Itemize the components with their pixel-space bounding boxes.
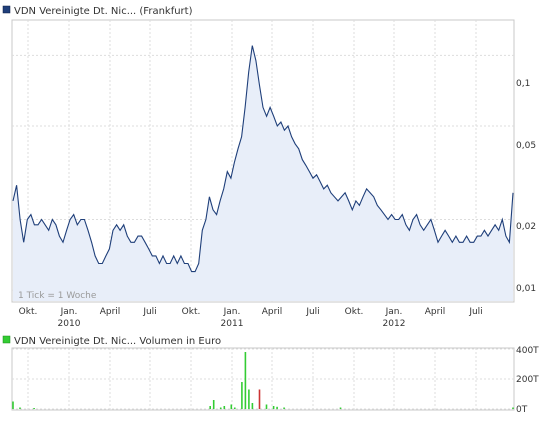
price-legend-swatch: [2, 5, 11, 14]
volume-bar: [258, 389, 261, 409]
x-tick-year: 2010: [58, 319, 81, 329]
x-tick-month: Jan.: [223, 307, 241, 317]
price-y-tick: 0,02: [516, 222, 536, 232]
x-tick-month: Jan.: [60, 307, 78, 317]
volume-bar: [33, 408, 35, 409]
volume-bar: [19, 407, 21, 409]
x-tick-month: Okt.: [182, 307, 201, 317]
volume-bar: [248, 389, 250, 409]
x-tick-month: April: [425, 307, 446, 317]
volume-bar: [209, 406, 211, 409]
tick-note: 1 Tick = 1 Woche: [18, 291, 97, 301]
volume-bar: [251, 403, 254, 409]
volume-legend-swatch: [2, 335, 11, 344]
volume-bar: [276, 406, 278, 410]
x-tick-month: Juli: [305, 307, 319, 317]
price-legend-label: VDN Vereinigte Dt. Nic... (Frankfurt): [14, 6, 193, 17]
volume-bar: [223, 406, 226, 409]
volume-bar: [212, 400, 215, 409]
volume-bar: [512, 407, 514, 409]
price-y-tick: 0,01: [516, 284, 536, 294]
volume-bar: [244, 352, 247, 409]
volume-bar: [12, 401, 14, 409]
x-tick-month: Juli: [142, 307, 156, 317]
price-y-tick: 0,05: [516, 141, 536, 151]
volume-legend-label: VDN Vereinigte Dt. Nic... Volumen in Eur…: [14, 336, 221, 347]
volume-y-tick: 200T: [516, 375, 539, 385]
volume-bar: [230, 404, 233, 409]
x-tick-month: Jan.: [385, 307, 403, 317]
volume-bar: [265, 404, 268, 409]
volume-y-tick: 0T: [516, 405, 528, 415]
x-tick-month: April: [100, 307, 121, 317]
volume-bar: [234, 407, 236, 409]
volume-bar: [219, 407, 222, 409]
x-tick-month: April: [262, 307, 283, 317]
price-series-line: [12, 45, 514, 273]
x-tick-month: Okt.: [345, 307, 364, 317]
x-tick-year: 2012: [383, 319, 406, 329]
x-tick-year: 2011: [221, 319, 244, 329]
volume-plot-frame: [11, 347, 515, 411]
volume-bars: [12, 352, 514, 410]
volume-bar: [272, 406, 275, 409]
x-tick-month: Juli: [468, 307, 482, 317]
volume-bar: [241, 382, 243, 409]
x-tick-month: Okt.: [19, 307, 38, 317]
volume-bar: [283, 407, 285, 409]
volume-bar: [339, 407, 342, 409]
x-axis: Okt. Jan. April Juli Okt. Jan. April Jul…: [19, 307, 483, 329]
volume-y-tick: 400T: [516, 346, 539, 356]
price-y-tick: 0,1: [516, 79, 530, 89]
